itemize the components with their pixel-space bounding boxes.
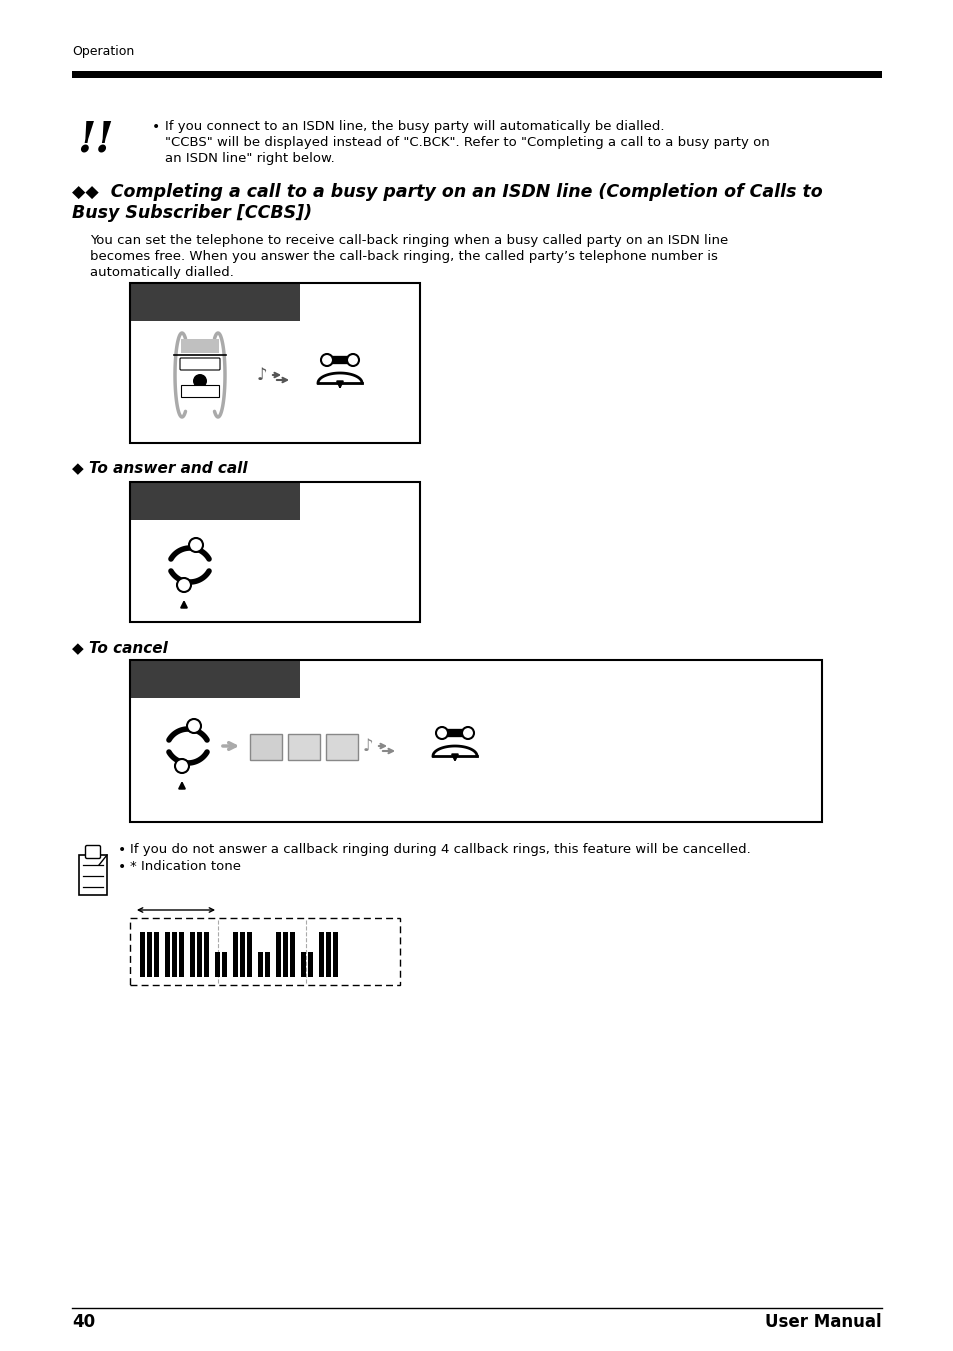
- Bar: [153, 932, 159, 977]
- Text: "CCBS" will be displayed instead of "C.BCK". Refer to "Completing a call to a bu: "CCBS" will be displayed instead of "C.B…: [165, 136, 769, 149]
- Text: If you do not answer a callback ringing during 4 callback rings, this feature wi: If you do not answer a callback ringing …: [130, 843, 750, 857]
- Bar: [222, 952, 227, 977]
- Bar: [333, 932, 337, 977]
- Circle shape: [461, 727, 474, 739]
- Circle shape: [177, 578, 191, 592]
- Bar: [79, 855, 107, 894]
- Bar: [130, 282, 419, 443]
- Bar: [181, 385, 219, 397]
- Circle shape: [347, 354, 358, 366]
- Bar: [147, 932, 152, 977]
- Text: !!: !!: [77, 118, 114, 159]
- Bar: [214, 952, 220, 977]
- Text: ◆ To answer and call: ◆ To answer and call: [71, 459, 248, 476]
- Bar: [233, 932, 237, 977]
- Text: ♪: ♪: [256, 366, 267, 384]
- Text: ♪: ♪: [362, 738, 373, 755]
- Circle shape: [187, 719, 201, 734]
- Bar: [288, 734, 319, 761]
- Circle shape: [193, 374, 207, 388]
- Text: •: •: [152, 120, 160, 134]
- Circle shape: [320, 354, 333, 366]
- Bar: [179, 932, 184, 977]
- Circle shape: [189, 538, 203, 553]
- Bar: [250, 734, 282, 761]
- Bar: [257, 952, 263, 977]
- Bar: [71, 72, 882, 78]
- Bar: [190, 932, 194, 977]
- Text: •: •: [118, 861, 126, 874]
- Bar: [130, 482, 299, 520]
- Circle shape: [436, 727, 448, 739]
- Text: ◆ To cancel: ◆ To cancel: [71, 640, 168, 655]
- FancyBboxPatch shape: [180, 358, 220, 370]
- Bar: [326, 932, 331, 977]
- Bar: [275, 932, 281, 977]
- Bar: [172, 932, 177, 977]
- Bar: [130, 917, 399, 985]
- Bar: [140, 932, 145, 977]
- Text: ◆◆  Completing a call to a busy party on an ISDN line (Completion of Calls to: ◆◆ Completing a call to a busy party on …: [71, 182, 821, 201]
- Bar: [130, 661, 821, 821]
- Bar: [301, 952, 306, 977]
- Bar: [130, 482, 419, 621]
- Text: •: •: [118, 843, 126, 857]
- Text: User Manual: User Manual: [764, 1313, 882, 1331]
- Circle shape: [174, 759, 189, 773]
- Text: You can set the telephone to receive call-back ringing when a busy called party : You can set the telephone to receive cal…: [90, 234, 727, 247]
- Bar: [240, 932, 245, 977]
- Bar: [130, 282, 299, 322]
- Bar: [265, 952, 270, 977]
- Text: * Indication tone: * Indication tone: [130, 861, 241, 873]
- Bar: [308, 952, 313, 977]
- FancyBboxPatch shape: [86, 846, 100, 858]
- Text: automatically dialled.: automatically dialled.: [90, 266, 233, 280]
- Bar: [181, 339, 219, 353]
- Text: If you connect to an ISDN line, the busy party will automatically be dialled.: If you connect to an ISDN line, the busy…: [165, 120, 664, 132]
- Bar: [130, 661, 299, 698]
- Text: Operation: Operation: [71, 45, 134, 58]
- Text: 40: 40: [71, 1313, 95, 1331]
- Bar: [326, 734, 357, 761]
- Text: an ISDN line" right below.: an ISDN line" right below.: [165, 153, 335, 165]
- Bar: [283, 932, 288, 977]
- Bar: [204, 932, 209, 977]
- Bar: [165, 932, 170, 977]
- Text: becomes free. When you answer the call-back ringing, the called party’s telephon: becomes free. When you answer the call-b…: [90, 250, 717, 263]
- Bar: [247, 932, 252, 977]
- Bar: [290, 932, 294, 977]
- Bar: [318, 932, 324, 977]
- Text: Busy Subscriber [CCBS]): Busy Subscriber [CCBS]): [71, 204, 312, 222]
- Bar: [196, 932, 202, 977]
